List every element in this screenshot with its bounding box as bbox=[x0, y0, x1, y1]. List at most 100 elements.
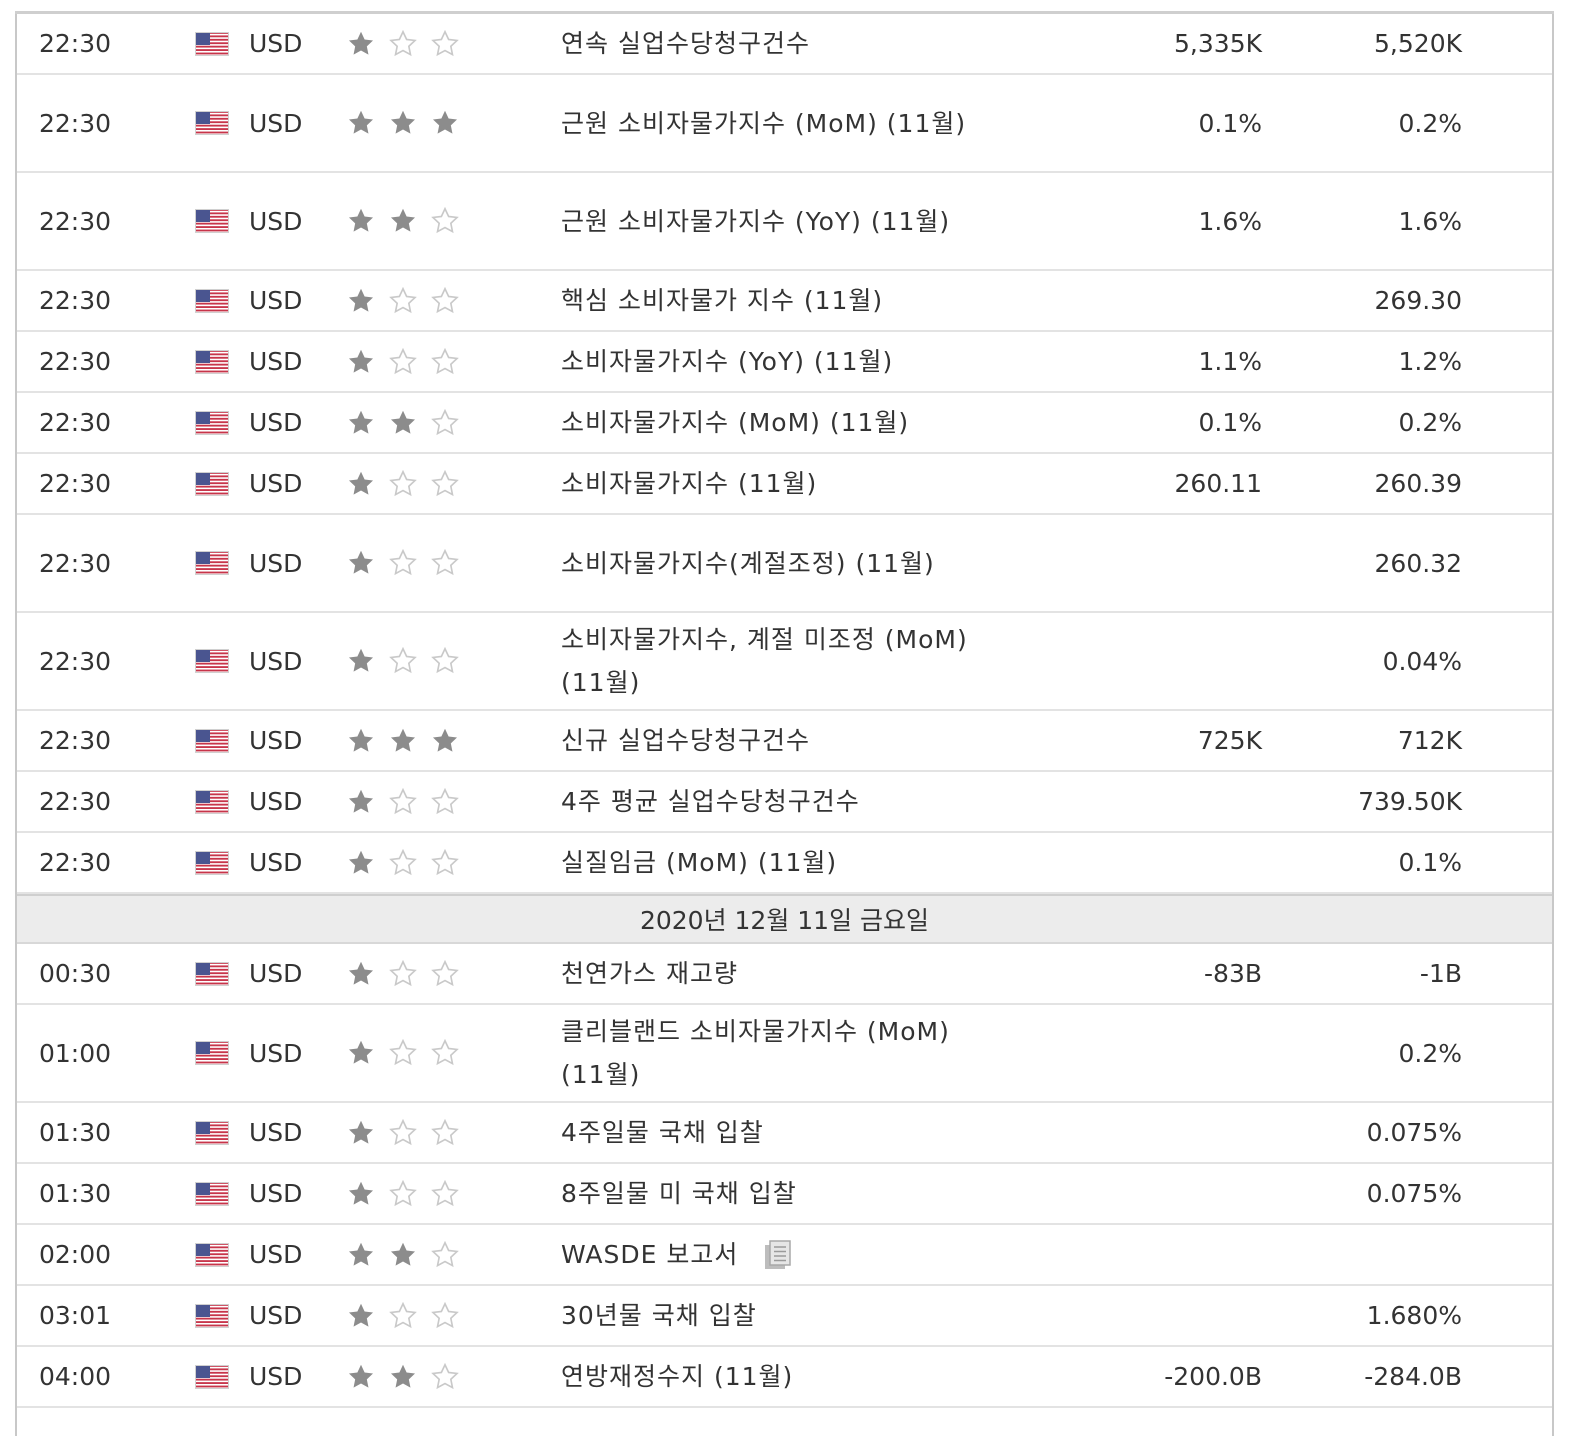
star-empty-icon bbox=[431, 549, 459, 576]
star-empty-icon bbox=[431, 1301, 459, 1328]
calendar-row[interactable]: 01:30 USD 8주일물 미 국채 입찰 0.075% bbox=[17, 1164, 1552, 1225]
calendar-row[interactable]: 22:30 USD 연속 실업수당청구건수 5,335K 5,520K bbox=[17, 14, 1552, 75]
calendar-row[interactable]: 22:30 USD 신규 실업수당청구건수 725K 712K bbox=[17, 711, 1552, 772]
calendar-row[interactable]: 00:30 USD 천연가스 재고량 -83B -1B bbox=[17, 944, 1552, 1005]
event-name-cell[interactable]: 4주 평균 실업수당청구건수 bbox=[561, 772, 981, 831]
star-empty-icon bbox=[431, 959, 459, 986]
event-name[interactable]: 연속 실업수당청구건수 bbox=[561, 29, 810, 58]
star-empty-icon bbox=[431, 1039, 459, 1066]
star-filled-icon bbox=[390, 410, 416, 434]
country-flag bbox=[195, 393, 231, 452]
event-time: 22:30 bbox=[39, 646, 112, 676]
calendar-row[interactable]: 22:30 USD 소비자물가지수, 계절 미조정 (MoM) (11월) 0.04% bbox=[17, 613, 1552, 711]
actual-value: 5,335K bbox=[1174, 29, 1262, 58]
event-name[interactable]: 신규 실업수당청구건수 bbox=[561, 726, 810, 755]
event-name-cell[interactable]: 4주일물 국채 입찰 bbox=[561, 1103, 981, 1162]
event-name-cell[interactable]: 근원 소비자물가지수 (MoM) (11월) bbox=[561, 75, 981, 171]
event-name-cell[interactable]: 클리블랜드 소비자물가지수 (MoM) (11월) bbox=[561, 1005, 981, 1101]
event-time: 22:30 bbox=[39, 206, 112, 236]
event-name-cell[interactable]: 천연가스 재고량 bbox=[561, 944, 981, 1003]
event-name-cell[interactable]: 연방재정수지 (11월) bbox=[561, 1347, 981, 1406]
calendar-row[interactable]: 22:30 USD 핵심 소비자물가 지수 (11월) 269.30 bbox=[17, 271, 1552, 332]
actual-value: 260.11 bbox=[1174, 469, 1262, 498]
us-flag-icon bbox=[195, 31, 229, 56]
currency-code: USD bbox=[249, 1240, 303, 1269]
calendar-row[interactable]: 01:30 USD 4주일물 국채 입찰 0.075% bbox=[17, 1103, 1552, 1164]
star-filled-icon bbox=[348, 961, 374, 985]
event-name[interactable]: 근원 소비자물가지수 (MoM) (11월) bbox=[561, 108, 967, 138]
currency-code: USD bbox=[249, 787, 303, 816]
event-name-cell[interactable]: 8주일물 미 국채 입찰 bbox=[561, 1164, 981, 1223]
actual-value bbox=[1057, 1164, 1262, 1223]
calendar-row[interactable]: 04:00 USD 연방재정수지 (11월) -200.0B -284.0B bbox=[17, 1347, 1552, 1408]
currency-code: USD bbox=[249, 29, 303, 58]
event-name-cell[interactable]: WASDE 보고서 bbox=[561, 1225, 981, 1284]
event-name[interactable]: 클리블랜드 소비자물가지수 (MoM) (11월) bbox=[561, 1017, 950, 1089]
event-name-cell[interactable]: 실질임금 (MoM) (11월) bbox=[561, 833, 981, 892]
event-name[interactable]: 실질임금 (MoM) (11월) bbox=[561, 848, 838, 877]
event-name-cell[interactable]: 근원 소비자물가지수 (YoY) (11월) bbox=[561, 173, 981, 269]
event-name-cell[interactable]: 핵심 소비자물가 지수 (11월) bbox=[561, 271, 981, 330]
importance-stars bbox=[347, 75, 477, 171]
event-name-cell[interactable]: 소비자물가지수, 계절 미조정 (MoM) (11월) bbox=[561, 613, 981, 709]
previous-value: -1B bbox=[1419, 959, 1462, 988]
event-name[interactable]: 소비자물가지수 (11월) bbox=[561, 469, 818, 498]
event-name-cell[interactable]: 소비자물가지수 (MoM) (11월) bbox=[561, 393, 981, 452]
event-name[interactable]: 8주일물 미 국채 입찰 bbox=[561, 1179, 797, 1208]
importance-stars bbox=[347, 454, 477, 513]
event-name-cell[interactable]: 신규 실업수당청구건수 bbox=[561, 711, 981, 770]
currency-code: USD bbox=[249, 108, 303, 138]
event-name[interactable]: 소비자물가지수, 계절 미조정 (MoM) (11월) bbox=[561, 625, 968, 697]
importance-stars bbox=[347, 1103, 477, 1162]
previous-value bbox=[1277, 1225, 1462, 1284]
star-filled-icon bbox=[348, 1040, 374, 1064]
event-name-cell[interactable]: 30년물 국채 입찰 bbox=[561, 1286, 981, 1345]
document-icon[interactable] bbox=[764, 1239, 792, 1270]
importance-stars bbox=[347, 14, 477, 73]
event-name[interactable]: 소비자물가지수(계절조정) (11월) bbox=[561, 548, 935, 578]
event-name-cell[interactable]: 소비자물가지수(계절조정) (11월) bbox=[561, 515, 981, 611]
event-name[interactable]: 연방재정수지 (11월) bbox=[561, 1362, 794, 1391]
us-flag-icon bbox=[195, 111, 229, 135]
event-name[interactable]: 천연가스 재고량 bbox=[561, 959, 738, 988]
previous-value: 0.2% bbox=[1398, 108, 1462, 138]
calendar-row[interactable]: 22:30 USD 근원 소비자물가지수 (MoM) (11월) 0.1% 0.2% bbox=[17, 75, 1552, 173]
event-name[interactable]: WASDE 보고서 bbox=[561, 1240, 739, 1269]
importance-stars bbox=[347, 271, 477, 330]
calendar-row[interactable]: 02:00 USD WASDE 보고서 bbox=[17, 1225, 1552, 1286]
calendar-row[interactable]: 22:30 USD 소비자물가지수 (YoY) (11월) 1.1% 1.2% bbox=[17, 332, 1552, 393]
event-name[interactable]: 30년물 국채 입찰 bbox=[561, 1301, 757, 1330]
event-name-cell[interactable]: 소비자물가지수 (YoY) (11월) bbox=[561, 332, 981, 391]
star-filled-icon bbox=[348, 110, 374, 134]
economic-calendar-table: 22:30 USD 연속 실업수당청구건수 5,335K 5,520K 22:30 USD 근… bbox=[17, 14, 1552, 1408]
country-flag bbox=[195, 1103, 231, 1162]
star-empty-icon bbox=[431, 1118, 459, 1145]
importance-stars bbox=[347, 332, 477, 391]
event-name-cell[interactable]: 연속 실업수당청구건수 bbox=[561, 14, 981, 73]
star-empty-icon bbox=[389, 286, 417, 313]
calendar-row[interactable]: 22:30 USD 실질임금 (MoM) (11월) 0.1% bbox=[17, 833, 1552, 894]
event-name[interactable]: 소비자물가지수 (YoY) (11월) bbox=[561, 347, 894, 376]
actual-value: 1.6% bbox=[1198, 206, 1262, 236]
calendar-row[interactable]: 22:30 USD 소비자물가지수 (MoM) (11월) 0.1% 0.2% bbox=[17, 393, 1552, 454]
calendar-row[interactable]: 22:30 USD 소비자물가지수(계절조정) (11월) 260.32 bbox=[17, 515, 1552, 613]
us-flag-icon bbox=[195, 649, 229, 673]
calendar-row[interactable]: 03:01 USD 30년물 국채 입찰 1.680% bbox=[17, 1286, 1552, 1347]
event-name[interactable]: 4주 평균 실업수당청구건수 bbox=[561, 787, 860, 816]
calendar-row[interactable]: 01:00 USD 클리블랜드 소비자물가지수 (MoM) (11월) 0.2% bbox=[17, 1005, 1552, 1103]
country-flag bbox=[195, 1347, 231, 1406]
country-flag bbox=[195, 711, 231, 770]
calendar-row[interactable]: 22:30 USD 소비자물가지수 (11월) 260.11 260.39 bbox=[17, 454, 1552, 515]
star-empty-icon bbox=[389, 1179, 417, 1206]
calendar-row[interactable]: 22:30 USD 4주 평균 실업수당청구건수 739.50K bbox=[17, 772, 1552, 833]
us-flag-icon bbox=[195, 410, 229, 435]
event-name[interactable]: 근원 소비자물가지수 (YoY) (11월) bbox=[561, 206, 951, 236]
event-name-cell[interactable]: 소비자물가지수 (11월) bbox=[561, 454, 981, 513]
calendar-row[interactable]: 22:30 USD 근원 소비자물가지수 (YoY) (11월) 1.6% 1.6% bbox=[17, 173, 1552, 271]
event-name[interactable]: 핵심 소비자물가 지수 (11월) bbox=[561, 286, 884, 315]
event-time: 22:30 bbox=[39, 408, 112, 437]
event-name[interactable]: 4주일물 국채 입찰 bbox=[561, 1118, 764, 1147]
event-time: 22:30 bbox=[39, 787, 112, 816]
event-time: 22:30 bbox=[39, 108, 112, 138]
event-name[interactable]: 소비자물가지수 (MoM) (11월) bbox=[561, 408, 910, 437]
